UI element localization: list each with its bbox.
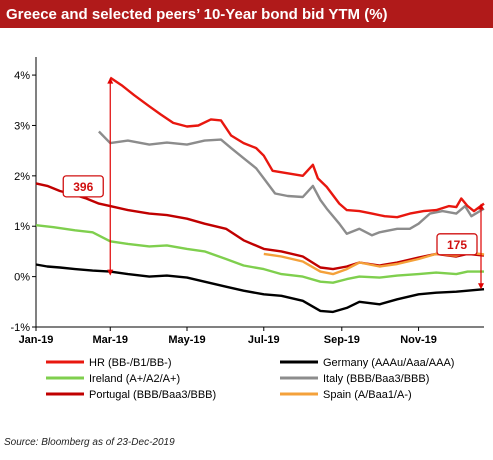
legend-label: Ireland (A+/A2/A+) xyxy=(89,373,180,385)
x-tick-label: Nov-19 xyxy=(400,334,437,346)
y-tick-label: 0% xyxy=(14,272,30,284)
x-tick-label: Jan-19 xyxy=(19,334,54,346)
source-note: Source: Bloomberg as of 23-Dec-2019 xyxy=(4,437,175,448)
chart-title: Greece and selected peers’ 10-Year bond … xyxy=(6,6,388,23)
legend-label: Italy (BBB/Baa3/BBB) xyxy=(323,373,429,385)
spread-arrow-head-top xyxy=(107,77,114,84)
legend-label: Portugal (BBB/Baa3/BBB) xyxy=(89,389,216,401)
y-tick-label: 2% xyxy=(14,171,30,183)
x-tick-label: Mar-19 xyxy=(93,334,128,346)
x-tick-label: May-19 xyxy=(168,334,205,346)
spread-callout-box xyxy=(62,175,104,198)
series-line-portugal xyxy=(35,182,485,271)
y-tick-label: -1% xyxy=(10,322,30,334)
series-line-germany xyxy=(35,263,485,314)
spread-callout-label: 396 xyxy=(73,180,93,194)
x-tick-label: Jul-19 xyxy=(248,334,280,346)
y-tick-label: 4% xyxy=(14,70,30,82)
y-tick-label: 1% xyxy=(14,221,30,233)
spread-callout-label: 175 xyxy=(447,238,467,252)
chart-title-bar: Greece and selected peers’ 10-Year bond … xyxy=(0,0,493,28)
y-tick-label: 3% xyxy=(14,120,30,132)
spread-arrow-head-top xyxy=(478,203,484,210)
legend-label: Germany (AAAu/Aaa/AAA) xyxy=(323,357,454,369)
series-line-ireland xyxy=(35,224,484,284)
series-line-hr xyxy=(109,76,485,219)
series-line-italy xyxy=(98,130,485,237)
yield-line-chart: -1% 0% 1% 2% 3% 4% Jan-19 Mar-19 May-19 Jul-19 Sep… xyxy=(10,57,485,401)
spread-callout-box xyxy=(436,233,478,256)
legend-label: Spain (A/Baa1/A-) xyxy=(323,389,412,401)
x-tick-label: Sep-19 xyxy=(324,334,360,346)
legend-label: HR (BB-/B1/BB-) xyxy=(89,357,172,369)
spread-arrow-head-bottom xyxy=(107,269,114,276)
spread-arrow-head-bottom xyxy=(478,283,484,290)
